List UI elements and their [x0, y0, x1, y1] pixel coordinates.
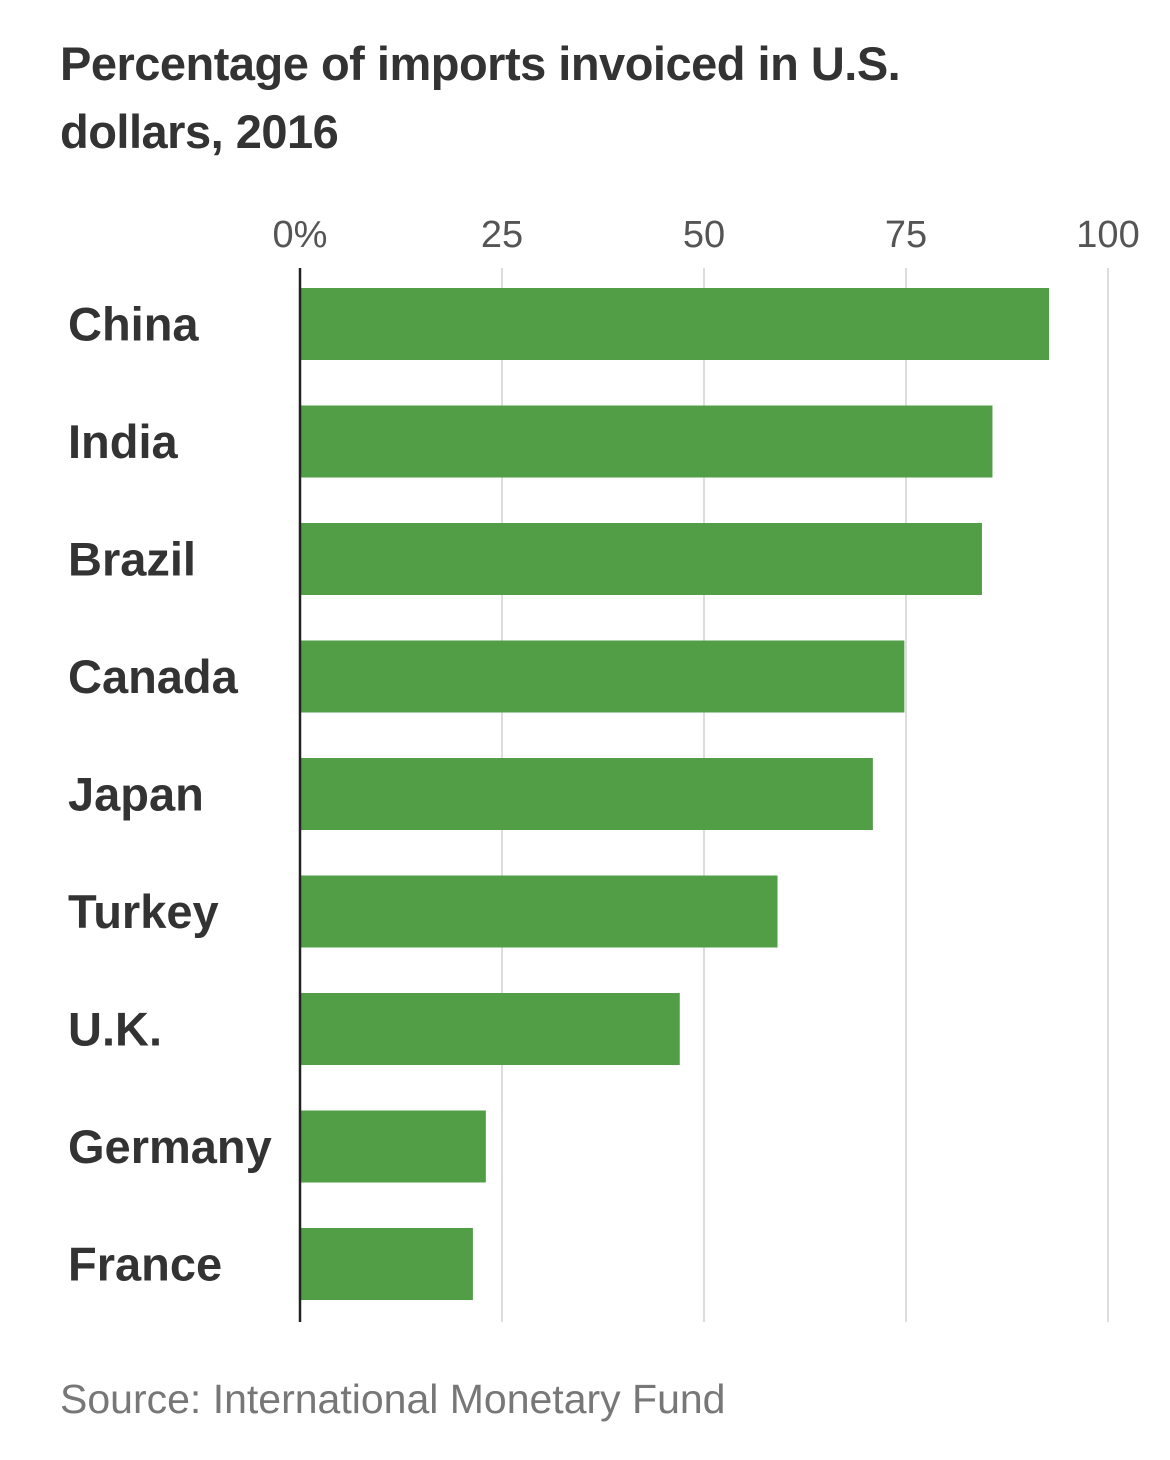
- bar: [300, 405, 993, 478]
- category-label: Brazil: [68, 533, 196, 586]
- bar: [300, 875, 778, 948]
- category-label: Japan: [68, 768, 204, 821]
- chart-title: Percentage of imports invoiced in U.S. d…: [60, 37, 901, 158]
- bar: [300, 288, 1050, 360]
- x-axis-tick-labels: 0% 25 50 75 100: [273, 214, 1140, 256]
- bar-chart: 0% 25 50 75 100 China India Brazil Canada Japan T…: [68, 214, 1140, 1322]
- bar: [300, 1228, 473, 1300]
- category-label: China: [68, 298, 199, 351]
- category-label: Germany: [68, 1120, 272, 1173]
- source-note: Source: International Monetary Fund: [60, 1376, 726, 1422]
- x-tick-label: 75: [885, 214, 927, 256]
- category-label: Turkey: [68, 885, 219, 938]
- bar: [300, 1110, 486, 1183]
- category-labels: China India Brazil Canada Japan Turkey U.K. Ger…: [68, 298, 272, 1291]
- category-label: Canada: [68, 650, 239, 703]
- category-label: India: [68, 415, 179, 468]
- x-tick-label: 25: [481, 214, 523, 256]
- category-label: France: [68, 1238, 222, 1291]
- category-label: U.K.: [68, 1003, 162, 1056]
- bar: [300, 993, 680, 1065]
- x-tick-label: 50: [683, 214, 725, 256]
- bars: [300, 288, 1050, 1300]
- bar: [300, 640, 905, 713]
- x-tick-label: 100: [1076, 214, 1139, 256]
- x-tick-label: 0%: [273, 214, 328, 256]
- bar: [300, 523, 982, 595]
- bar: [300, 758, 873, 830]
